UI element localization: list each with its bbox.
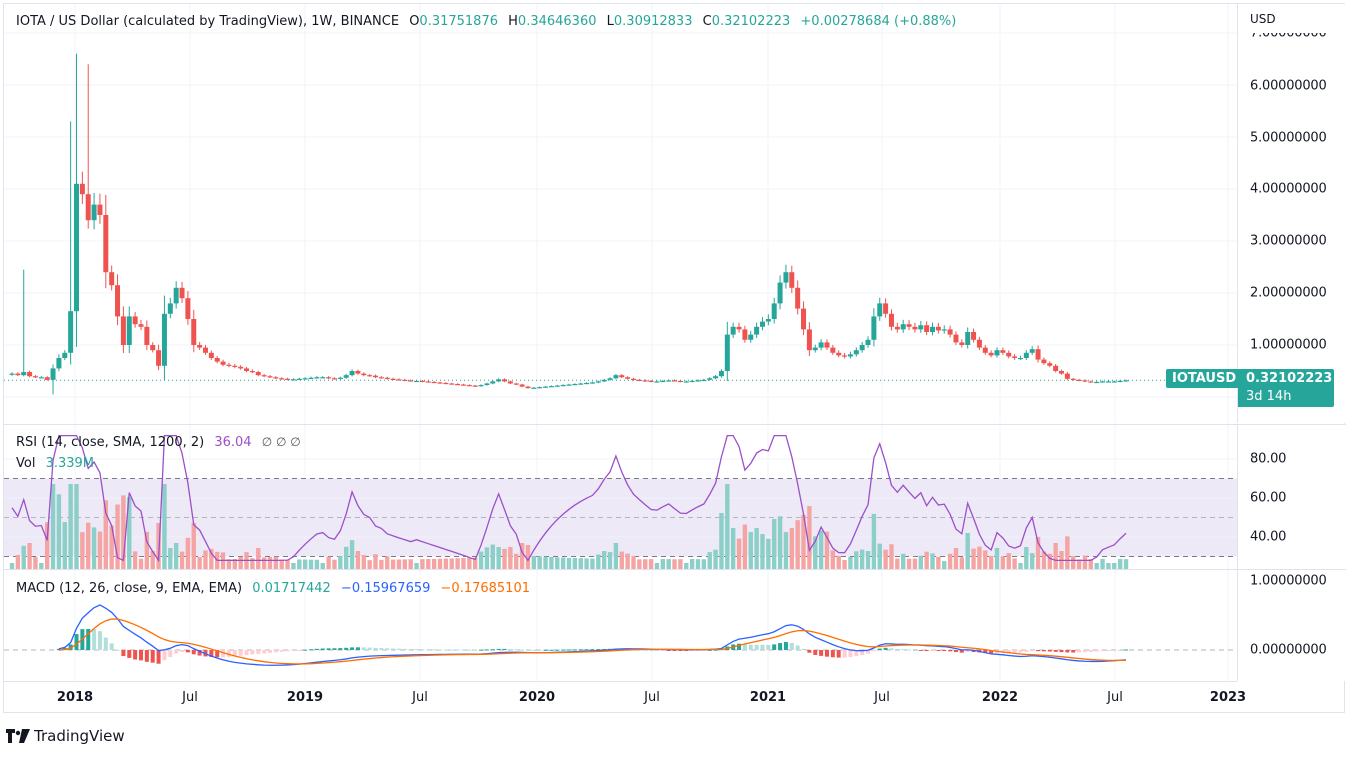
symbol-price-label: IOTAUSD [1166,369,1243,388]
macd-tick: 0.00000000 [1250,642,1327,658]
macd-pane[interactable]: MACD (12, 26, close, 9, EMA, EMA) 0.0171… [4,569,1237,681]
time-label: 2019 [286,690,324,705]
price-tick: 5.00000000 [1250,130,1327,146]
volume-legend: Vol 3.339M [16,456,100,471]
ohlc-change: +0.00278684 (+0.88%) [800,14,957,29]
time-label: 2021 [749,690,787,705]
time-label: 2018 [56,690,94,705]
rsi-value: 36.04 [214,435,252,450]
rsi-volume-chart[interactable] [4,425,1237,569]
volume-legend-name: Vol [16,456,36,471]
tradingview-logo-icon [6,729,30,743]
time-label: Jul [412,690,428,705]
last-price-label: 0.32102223 3d 14h [1238,369,1334,407]
time-label: Jul [874,690,890,705]
time-label: 2023 [1209,690,1247,705]
price-axis[interactable]: USD 7.00000000 6.00000000 5.00000000 4.0… [1237,4,1346,423]
volume-value: 3.339M [45,456,95,471]
price-tick: 6.00000000 [1250,78,1327,94]
time-label: 2022 [981,690,1019,705]
rsi-tick: 40.00 [1250,529,1287,545]
rsi-tick: 80.00 [1250,451,1287,467]
rsi-axis[interactable]: 80.00 60.00 40.00 [1237,424,1346,569]
macd-chart[interactable] [4,570,1237,681]
macd-histogram-value: 0.01717442 [252,581,331,596]
time-label: Jul [1107,690,1123,705]
ohlc-low: L0.30912833 [606,14,693,29]
bar-countdown: 3d 14h [1246,389,1292,404]
rsi-legend-name: RSI (14, close, SMA, 1200, 2) [16,435,205,450]
macd-tick: 1.00000000 [1250,573,1327,589]
time-label: Jul [644,690,660,705]
price-pane[interactable]: IOTA / US Dollar (calculated by TradingV… [4,4,1237,423]
ohlc-close: C0.32102223 [702,14,791,29]
chart-frame [3,3,1345,713]
price-tick: 1.00000000 [1250,337,1327,353]
price-tick: 2.00000000 [1250,285,1327,301]
symbol-title: IOTA / US Dollar (calculated by TradingV… [16,14,400,29]
macd-line-value: −0.15967659 [340,581,431,596]
macd-legend: MACD (12, 26, close, 9, EMA, EMA) 0.0171… [16,581,536,596]
ohlc-open: O0.31751876 [409,14,498,29]
rsi-legend: RSI (14, close, SMA, 1200, 2) 36.04 ∅ ∅ … [16,435,307,450]
last-price-value: 0.32102223 [1246,371,1333,386]
currency-unit: USD [1250,12,1276,26]
rsi-pane[interactable]: RSI (14, close, SMA, 1200, 2) 36.04 ∅ ∅ … [4,424,1237,569]
rsi-null-values: ∅ ∅ ∅ [261,435,301,449]
tradingview-branding[interactable]: TradingView [6,727,125,745]
macd-signal-value: −0.17685101 [440,581,530,596]
tradingview-brand-name: TradingView [34,727,125,745]
time-axis[interactable]: 2018 Jul 2019 Jul 2020 Jul 2021 Jul 2022 Jul 2023 [4,681,1246,713]
macd-legend-name: MACD (12, 26, close, 9, EMA, EMA) [16,581,243,596]
ohlc-high: H0.34646360 [508,14,597,29]
candlestick-chart[interactable] [4,4,1237,423]
symbol-legend: IOTA / US Dollar (calculated by TradingV… [16,14,962,29]
time-label: 2020 [518,690,556,705]
price-tick: 7.00000000 [1250,25,1327,41]
macd-axis[interactable]: 1.00000000 0.00000000 [1237,569,1346,681]
time-label: Jul [182,690,198,705]
rsi-tick: 60.00 [1250,490,1287,506]
price-tick: 3.00000000 [1250,233,1327,249]
price-tick: 4.00000000 [1250,181,1327,197]
